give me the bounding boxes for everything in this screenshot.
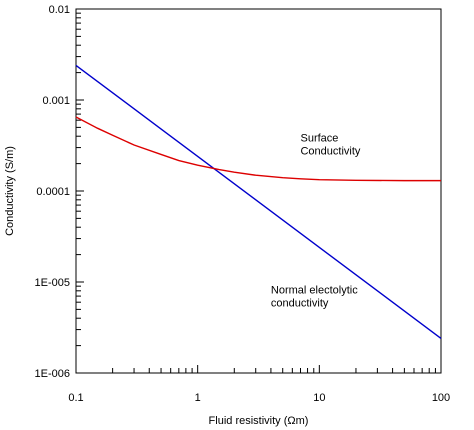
annotation-1: Surface Conductivity — [300, 132, 360, 157]
series-line-1 — [75, 64, 442, 339]
y-tick-label: 1E-005 — [35, 277, 70, 289]
annotation-line: Conductivity — [300, 145, 360, 157]
plot-border — [75, 8, 442, 374]
annotation-line: conductivity — [271, 297, 329, 309]
series-layer — [75, 64, 442, 339]
annotation-line: Surface — [300, 132, 338, 144]
annotation-layer: Surface Conductivity Normal electolytic con… — [271, 132, 361, 309]
x-tick-label: 100 — [432, 392, 450, 404]
x-axis-title: Fluid resistivity (Ωm) — [209, 415, 309, 427]
y-tick-label: 0.001 — [42, 95, 70, 107]
y-axis-title: Conductivity (S/m) — [4, 146, 16, 236]
x-tick-label: 1 — [195, 392, 201, 404]
plot-frame — [75, 8, 442, 374]
y-tick-label: 0.01 — [49, 4, 70, 16]
annotation-line: Normal electolytic — [271, 284, 358, 296]
x-axis-ticks: 0.1 1 10 100 — [68, 365, 450, 404]
x-tick-label: 10 — [313, 392, 325, 404]
annotation-2: Normal electolytic conductivity — [271, 284, 358, 309]
y-tick-label: 1E-006 — [35, 368, 70, 380]
y-axis-ticks: 0.01 0.001 0.0001 1E-005 1E-006 — [35, 4, 84, 380]
y-tick-label: 0.0001 — [36, 186, 70, 198]
series-line-2 — [75, 116, 441, 182]
x-tick-label: 0.1 — [68, 392, 83, 404]
